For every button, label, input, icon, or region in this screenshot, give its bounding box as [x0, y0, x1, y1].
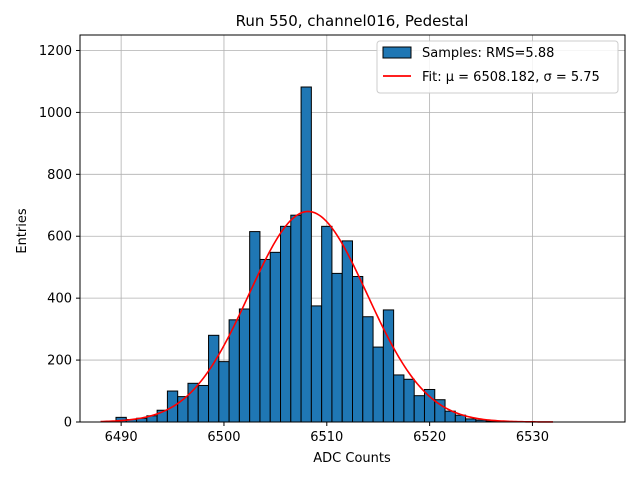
y-axis-label: Entries: [15, 208, 30, 254]
histogram-bar: [280, 225, 292, 423]
histogram-bar: [269, 251, 282, 423]
y-tick-label: 1000: [39, 106, 72, 121]
histogram-bar: [382, 309, 395, 423]
histogram-bar: [444, 410, 456, 423]
histogram-bar: [331, 272, 343, 423]
histogram-bar: [423, 388, 436, 423]
x-axis-label: ADC Counts: [313, 451, 391, 466]
plot-frame: [79, 34, 626, 423]
legend-box: [376, 40, 619, 94]
axis-ticks: 6490 6500 6510 6520 6530 0 200 400 600 800 1000 120…: [39, 44, 549, 445]
legend-histogram-label: Samples: RMS=5.88: [422, 46, 554, 61]
y-tick-label: 1200: [39, 44, 72, 59]
histogram-bar: [218, 361, 230, 423]
histogram-bar: [228, 319, 240, 423]
x-tick-label: 6510: [310, 430, 343, 445]
histogram-bar: [197, 384, 210, 423]
histogram-bar: [362, 316, 374, 423]
histogram-bar: [413, 395, 425, 423]
histogram-bar: [300, 86, 312, 423]
histogram-bar: [393, 374, 405, 423]
chart-title: Run 550, channel016, Pedestal: [236, 12, 469, 30]
y-tick-label: 200: [47, 354, 72, 369]
x-tick-label: 6500: [207, 430, 240, 445]
histogram-bar: [321, 225, 333, 423]
fit-curve: [100, 210, 554, 423]
legend-fit-label: Fit: μ = 6508.182, σ = 5.75: [422, 70, 600, 85]
x-tick-label: 6490: [105, 430, 138, 445]
y-tick-label: 0: [64, 416, 72, 431]
histogram-bars: [115, 86, 518, 423]
histogram-bar: [352, 275, 364, 423]
histogram-bar: [249, 231, 261, 423]
histogram-bar: [310, 305, 323, 423]
histogram-bar: [434, 399, 446, 423]
histogram-bar: [341, 240, 353, 423]
y-tick-label: 400: [47, 292, 72, 307]
legend-histogram-swatch: [382, 46, 412, 59]
histogram-bar: [403, 378, 415, 423]
histogram-bar: [290, 214, 302, 423]
histogram-bar: [259, 258, 271, 423]
histogram-bar: [372, 346, 384, 423]
histogram-bar: [238, 308, 251, 423]
legend: Samples: RMS=5.88 Fit: μ = 6508.182, σ =…: [376, 40, 619, 94]
histogram-bar: [208, 334, 220, 423]
x-tick-label: 6530: [516, 430, 549, 445]
x-tick-label: 6520: [413, 430, 446, 445]
y-tick-label: 600: [47, 230, 72, 245]
y-tick-label: 800: [47, 168, 72, 183]
